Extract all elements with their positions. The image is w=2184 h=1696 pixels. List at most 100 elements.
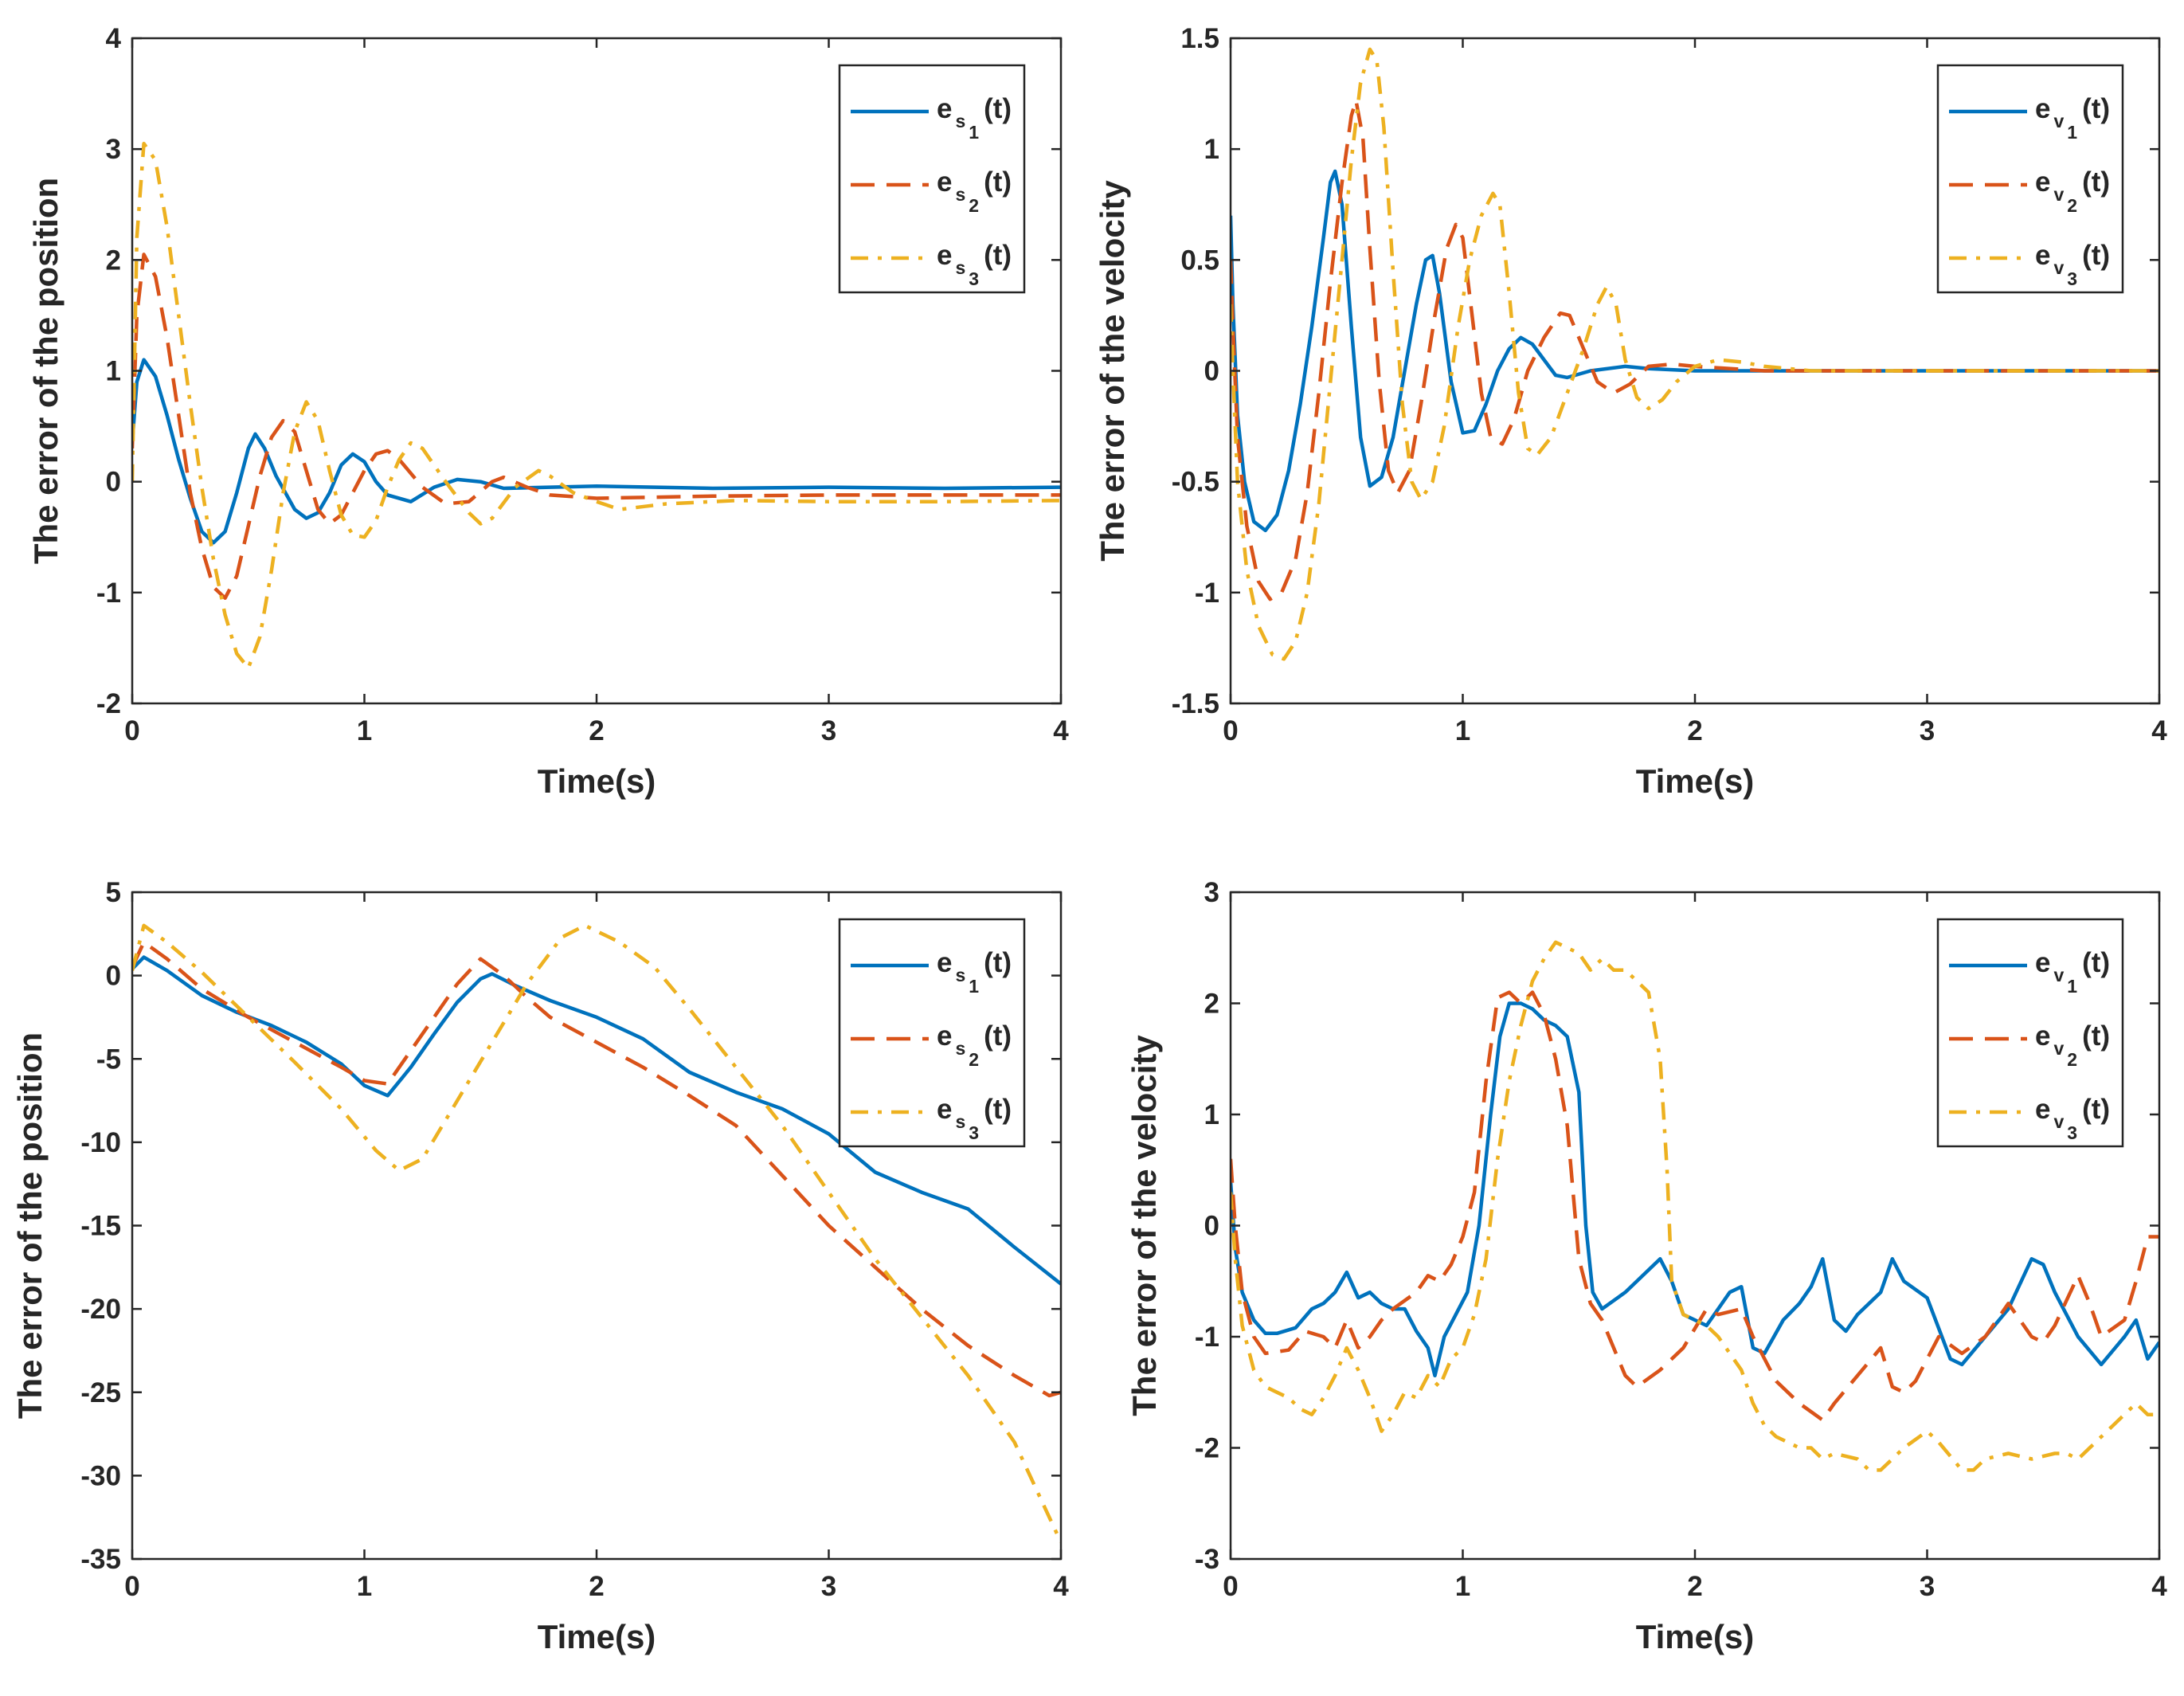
x-tick-label: 1 [357,715,372,746]
y-tick-label: -25 [80,1377,121,1408]
legend-sub1: v [2053,1038,2064,1059]
legend-sub2: 1 [2067,122,2077,143]
y-tick-label: 0 [106,467,121,498]
legend-main: e [937,947,952,978]
series-line-2 [1231,990,2159,1422]
legend-label-1: e v1(t) [2035,947,2110,997]
legend-suffix: (t) [984,1094,1012,1125]
legend: e s1(t)e s2(t)e s3(t) [838,918,1026,1148]
legend-main: e [2035,240,2050,271]
x-tick-label: 0 [124,1571,139,1602]
x-tick-label: 1 [357,1571,372,1602]
legend-suffix: (t) [984,166,1012,198]
y-tick-label: -1 [1195,1322,1219,1353]
y-tick-label: 1 [1204,134,1219,165]
legend-sub1: s [955,184,965,205]
y-tick-label: 1.5 [1180,23,1219,54]
legend-sub2: 2 [2067,1049,2077,1070]
x-axis-label: Time(s) [1636,1618,1755,1655]
x-tick-label: 4 [1053,715,1069,746]
legend-sub1: s [955,1038,965,1059]
legend-box [1936,64,2124,294]
y-tick-label: -1 [96,578,121,609]
legend-label-2: e s2(t) [937,166,1012,216]
legend-sub2: 3 [2067,1122,2077,1143]
x-tick-label: 3 [1920,1571,1935,1602]
legend-sub1: v [2053,184,2064,205]
legend-suffix: (t) [2082,240,2110,271]
series-line-2 [1231,98,2159,601]
series-line-3 [1231,940,2159,1472]
y-tick-label: 5 [106,877,121,908]
legend-main: e [2035,93,2050,124]
y-tick-label: 1 [1204,1099,1219,1130]
legend-sub1: v [2053,257,2064,278]
series-group [1231,47,2159,661]
y-tick-label: 2 [106,245,121,276]
legend-sub2: 2 [969,195,979,216]
legend: e s1(t)e s2(t)e s3(t) [838,64,1026,294]
legend-suffix: (t) [984,93,1012,124]
y-axis-label: The error of the position [27,178,65,564]
y-tick-label: -1 [1195,578,1219,609]
legend-suffix: (t) [2082,1020,2110,1052]
y-tick-label: 3 [106,134,121,165]
series-group [132,141,1061,670]
x-tick-label: 2 [1687,1571,1702,1602]
series-group [1231,940,2159,1472]
subplot-bottom-right: 0 1 2 3 4 -3 -2 -1 0 1 2 3 Time(s) The error of the v… [1125,877,2167,1655]
y-axis-label: The error of the position [11,1032,49,1419]
legend-sub1: s [955,965,965,985]
legend-label-3: e s3(t) [937,1094,1012,1143]
y-tick-label: -30 [80,1460,121,1491]
legend-sub2: 2 [2067,195,2077,216]
legend-sub1: v [2053,1111,2064,1132]
legend-sub2: 3 [969,1122,979,1143]
x-tick-label: 1 [1455,715,1470,746]
y-tick-label: -5 [96,1044,121,1075]
x-tick-label: 4 [2151,1571,2167,1602]
legend-suffix: (t) [2082,947,2110,978]
legend-box [1936,918,2124,1148]
x-tick-label: 0 [124,715,139,746]
y-tick-label: -15 [80,1211,121,1242]
legend-sub2: 2 [969,1049,979,1070]
x-tick-label: 4 [1053,1571,1069,1602]
legend-label-3: e v3(t) [2035,1094,2110,1143]
y-axis-label: The error of the velocity [1125,1035,1163,1416]
legend-box [838,918,1026,1148]
y-tick-label: 3 [1204,877,1219,908]
series-line-3 [1231,47,2159,661]
y-tick-label: 0 [1204,1211,1219,1242]
series-line-2 [132,253,1061,601]
legend-main: e [2035,1020,2050,1052]
x-tick-label: 2 [1687,715,1702,746]
x-tick-label: 2 [589,715,604,746]
legend-main: e [2035,947,2050,978]
x-axis-label: Time(s) [538,1618,656,1655]
legend-sub1: s [955,257,965,278]
legend-main: e [937,1020,952,1052]
subplot-top-right: 0 1 2 3 4 -1.5 -1 -0.5 0 0.5 1 1.5 Time(s) The error … [1094,23,2167,800]
legend-sub1: s [955,111,965,131]
x-tick-label: 3 [821,715,836,746]
legend-suffix: (t) [984,947,1012,978]
legend-suffix: (t) [2082,93,2110,124]
legend-label-1: e s1(t) [937,93,1012,143]
legend-suffix: (t) [2082,166,2110,198]
legend-main: e [937,1094,952,1125]
y-tick-label: 0 [1204,356,1219,387]
legend-suffix: (t) [2082,1094,2110,1125]
x-tick-label: 3 [1920,715,1935,746]
legend-main: e [2035,1094,2050,1125]
y-tick-label: -2 [1195,1433,1219,1464]
legend-sub1: v [2053,965,2064,985]
series-line-1 [132,358,1061,545]
x-axis-label: Time(s) [538,762,656,800]
series-line-1 [1231,169,2159,533]
legend-label-1: e s1(t) [937,947,1012,997]
x-axis-label: Time(s) [1636,762,1755,800]
y-tick-label: 1 [106,356,121,387]
